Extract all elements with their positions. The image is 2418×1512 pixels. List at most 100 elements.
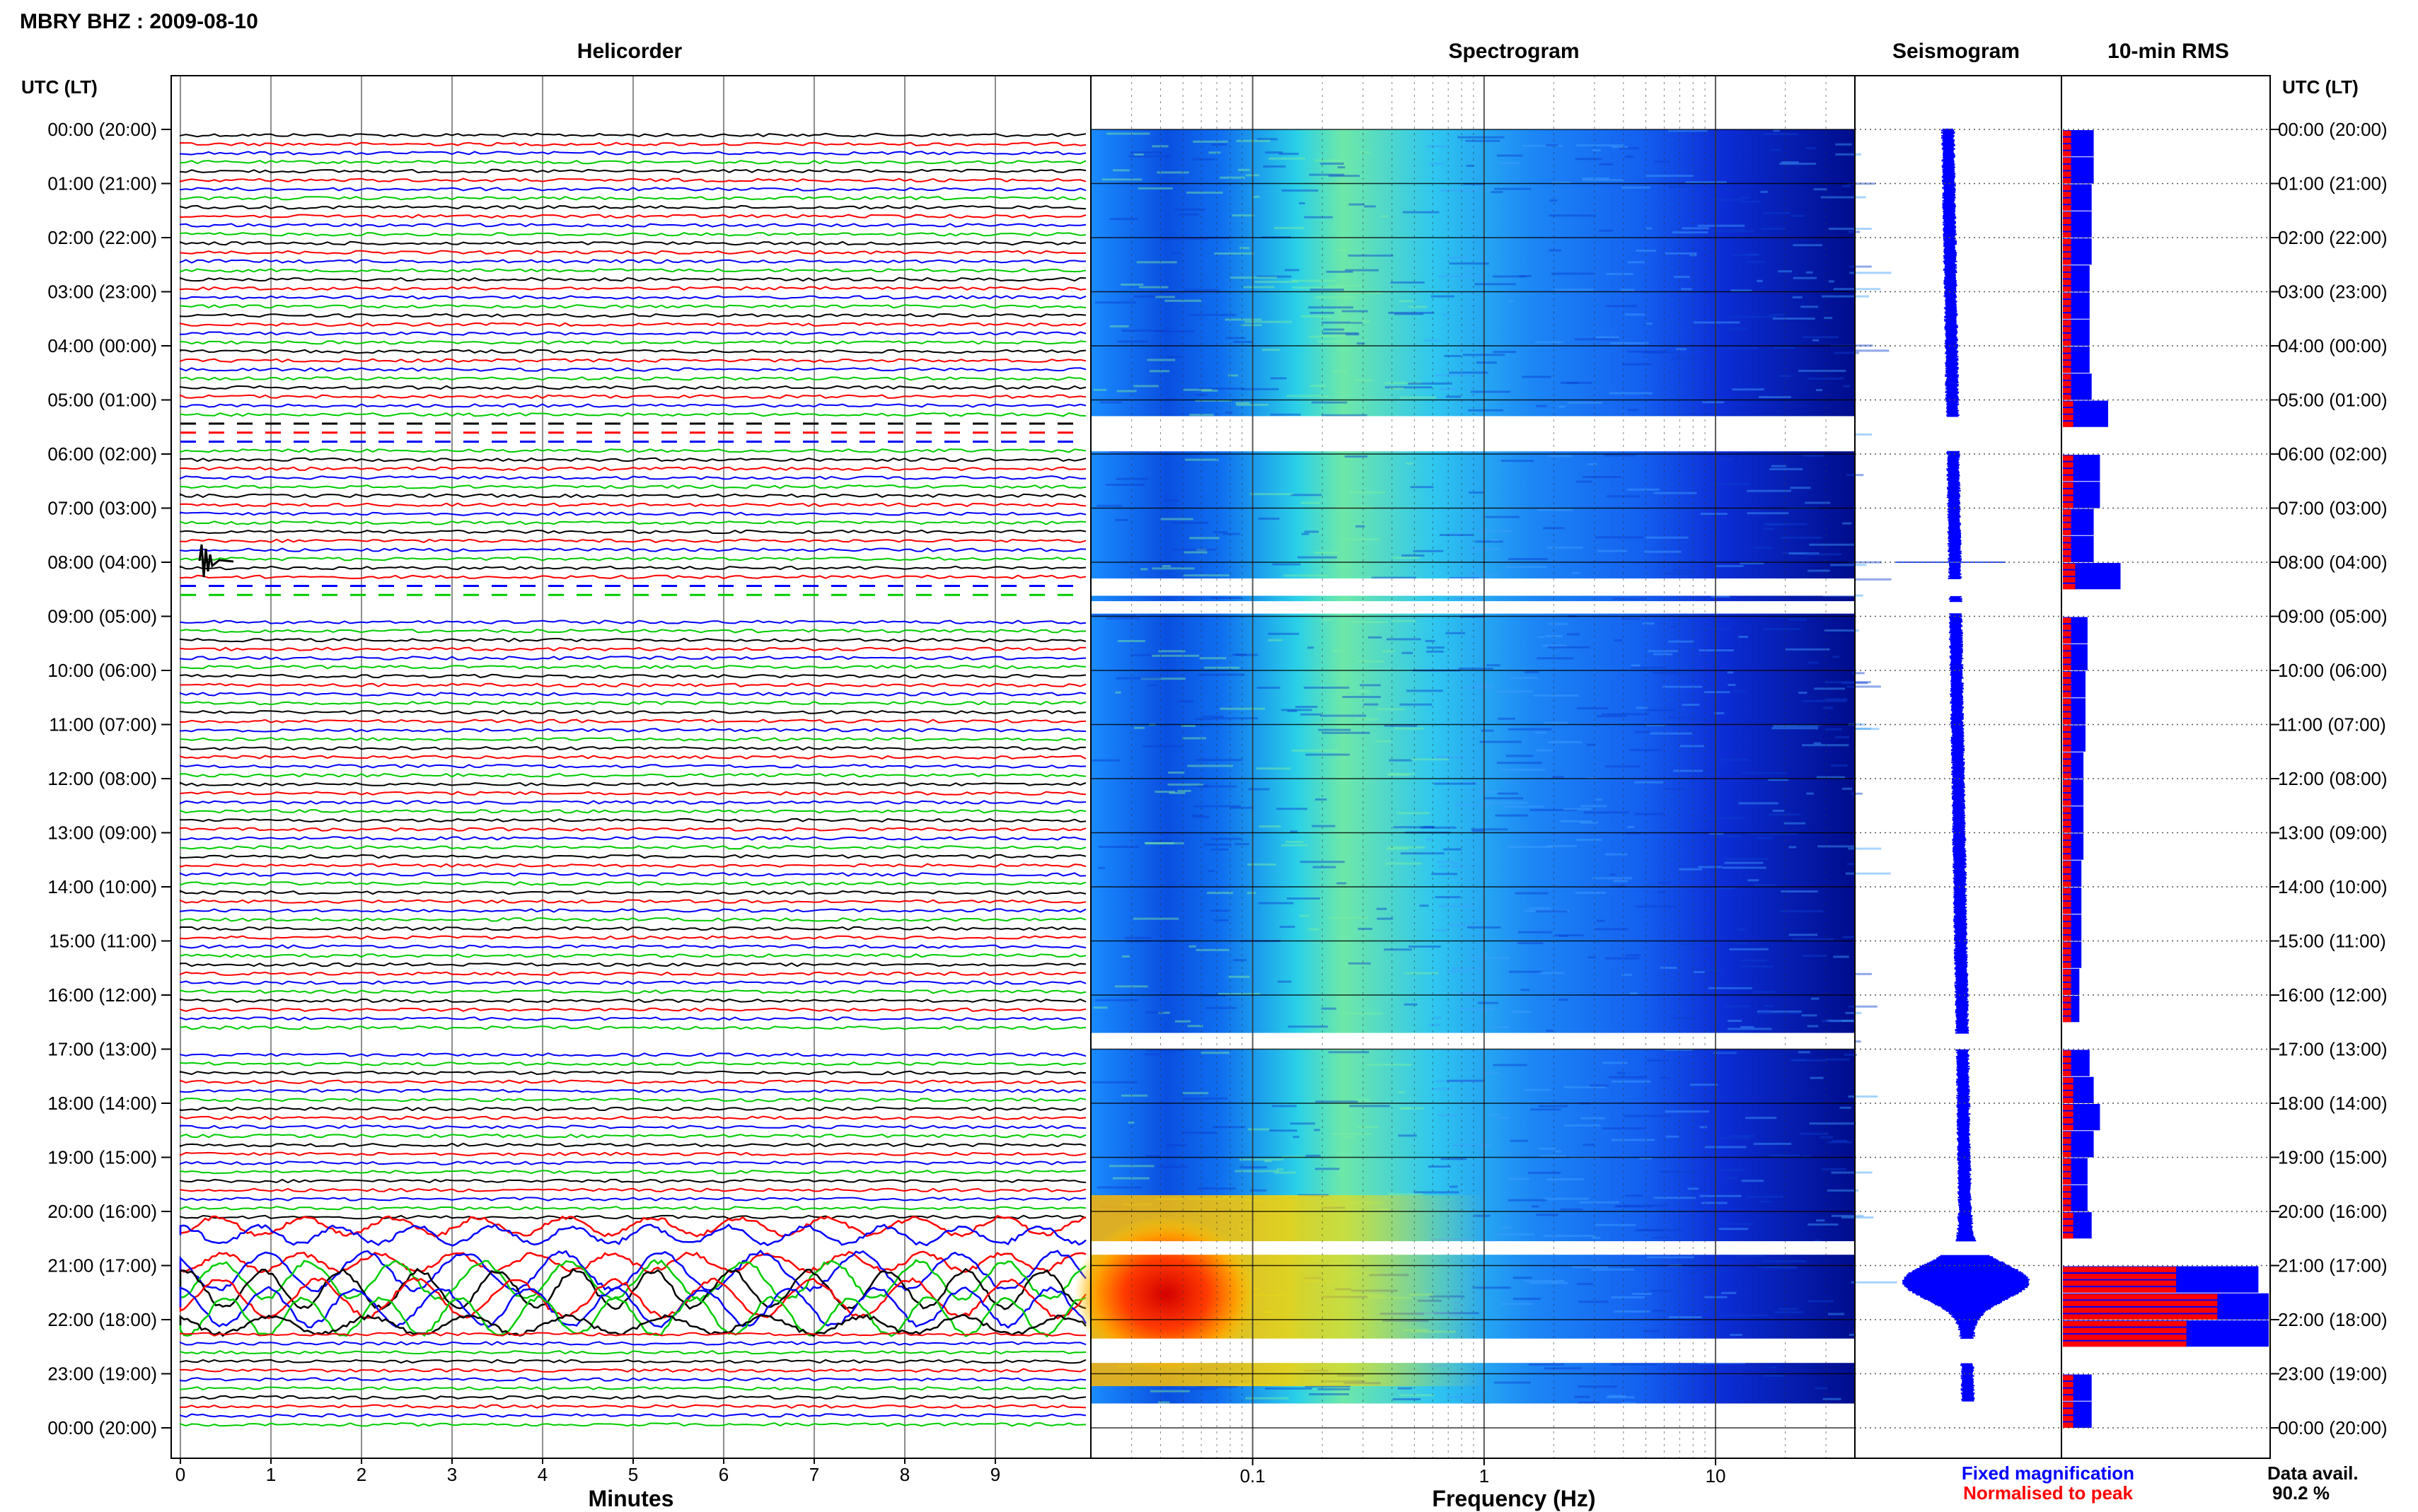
spectrogram-pixel [1220, 707, 1265, 710]
spectrogram-pixel [1214, 252, 1254, 255]
spectrogram-pixel [1454, 803, 1490, 806]
spectrogram-pixel [1822, 1397, 1841, 1400]
helicorder-tick-label: 1 [266, 1464, 276, 1485]
spectrogram-pixel [1426, 650, 1444, 653]
rms-bar-normalised [2063, 1185, 2071, 1192]
spectrogram-pixel [1283, 574, 1329, 577]
spectrogram-pixel [1599, 229, 1614, 232]
spectrogram-pixel [1408, 946, 1441, 948]
spectrogram-pixel [1152, 145, 1169, 148]
spectrogram-pixel [1576, 839, 1602, 841]
spectrogram-pixel [1300, 713, 1321, 716]
spectrogram-pixel [1612, 146, 1628, 149]
spectrogram-pixel [1799, 1132, 1829, 1135]
helicorder-trace [180, 376, 1087, 381]
spectrogram-pixel [1645, 227, 1652, 230]
spectrogram-pixel [1145, 1154, 1161, 1157]
spectrogram-pixel [1579, 1201, 1619, 1204]
spectrogram-pixel [1702, 1373, 1743, 1376]
spectrogram-pixel [1471, 828, 1508, 831]
spectrogram-pixel [1176, 700, 1194, 703]
spectrogram-pixel [1475, 540, 1503, 543]
spectrogram-pixel [1210, 596, 1242, 599]
spectrogram-pixel [1602, 1062, 1628, 1064]
spectrogram-pixel [1552, 776, 1564, 779]
rms-bar-normalised [2063, 408, 2073, 414]
spectrogram-pixel [1679, 868, 1703, 871]
spectrogram-pixel [1747, 489, 1791, 492]
spectrogram-pixel [1842, 936, 1856, 938]
spectrogram-pixel [1606, 1396, 1635, 1399]
rms-bar-normalised [2063, 543, 2071, 549]
spectrogram-pixel [1384, 948, 1412, 951]
spectrogram-pixel [1192, 158, 1215, 161]
spectrogram-pixel [1566, 382, 1578, 385]
spectrogram-pixel [1846, 685, 1881, 688]
spectrogram-pixel [1609, 392, 1653, 395]
helicorder-x-label: Minutes [589, 1486, 674, 1511]
rms-bar-normalised [2063, 570, 2076, 576]
spectrogram-pixel [1701, 1202, 1728, 1204]
spectrogram-pixel [1234, 1170, 1279, 1173]
spectrogram-pixel [1213, 717, 1259, 720]
rms-bars [2063, 130, 2269, 1428]
spectrogram-pixel [1167, 783, 1203, 786]
spectrogram-pixel [1387, 846, 1425, 849]
time-label-right: 02:00 (22:00) [2278, 227, 2388, 248]
rms-bar-normalised [2063, 361, 2071, 366]
data-avail-value: 90.2 % [2272, 1482, 2330, 1504]
spectrogram-pixel [1394, 313, 1424, 315]
spectrogram-pixel [1174, 208, 1205, 211]
spectrogram-pixel [1377, 917, 1393, 920]
spectrogram-pixel [1185, 458, 1219, 461]
rms-bar-normalised [2063, 1267, 2177, 1273]
helicorder-trace [179, 1250, 1087, 1274]
rms-bar-normalised [2063, 1192, 2071, 1198]
spectrogram-pixel [1807, 569, 1830, 572]
spectrogram-pixel [1512, 1298, 1541, 1301]
spectrogram-pixel [1740, 562, 1764, 564]
spectrogram-pixel [1633, 781, 1664, 784]
rms-bar-normalised [2063, 624, 2071, 630]
spectrogram-pixel [1609, 873, 1616, 876]
spectrogram-pixel [1682, 704, 1700, 706]
helicorder-trace [179, 1313, 1087, 1337]
time-label-left: 03:00 (23:00) [47, 281, 157, 303]
spectrogram-pixel [1192, 815, 1210, 818]
spectrogram-gap [1091, 1338, 1855, 1363]
seismogram-envelope [1902, 128, 2030, 1402]
spectrogram-pixel [1134, 153, 1144, 156]
spectrogram-pixel [1653, 653, 1673, 656]
spectrogram-pixel [1198, 388, 1244, 390]
rms-bar-normalised [2063, 1388, 2073, 1395]
rms-bar-normalised [2063, 820, 2071, 826]
spectrogram-pixel [1508, 300, 1515, 303]
spectrogram-pixel [1689, 1272, 1718, 1274]
spectrogram-pixel [1232, 653, 1247, 656]
helicorder-trace [180, 1088, 1087, 1093]
helicorder-tick-label: 9 [990, 1464, 1000, 1485]
spectrogram-pixel [1845, 872, 1891, 875]
spectrogram-pixel [1314, 1168, 1340, 1170]
spectrogram-pixel [1169, 791, 1186, 794]
spectrogram-pixel [1438, 1114, 1458, 1117]
spectrogram-pixel [1612, 1080, 1651, 1083]
spectrogram-pixel [1848, 723, 1865, 726]
time-labels: 00:00 (20:00) 00:00 (20:00) 01:00 (21:00) 0… [47, 119, 2387, 1438]
rms-bar-normalised [2063, 921, 2071, 928]
spectrogram-pixel [1203, 843, 1232, 846]
spectrogram-pixel [1206, 1006, 1237, 1009]
spectrogram-pixel [1304, 216, 1333, 219]
spectrogram-pixel [1186, 191, 1223, 194]
spectrogram-pixel [1447, 970, 1469, 972]
spectrogram-pixel [1842, 522, 1852, 525]
spectrogram-pixel [1182, 1098, 1208, 1100]
spectrogram-pixel [1121, 1094, 1148, 1097]
spectrogram-pixel [1299, 202, 1305, 204]
spectrogram-pixel [1309, 173, 1345, 176]
spectrogram-pixel [1602, 1127, 1646, 1129]
helicorder-trace [180, 1413, 1087, 1418]
spectrogram-pixel [1560, 1208, 1583, 1211]
helicorder-trace [180, 412, 1087, 417]
spectrogram-pixel [1848, 847, 1882, 850]
